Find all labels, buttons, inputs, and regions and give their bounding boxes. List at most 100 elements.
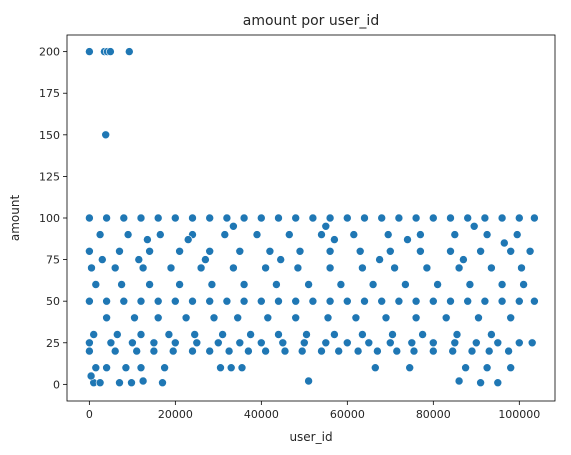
data-point [299,338,309,348]
data-point [368,280,378,289]
data-point [192,338,202,348]
data-point [446,213,455,223]
data-point [422,263,432,273]
data-point [493,378,503,388]
data-point [506,313,516,323]
data-point [125,47,134,56]
y-tick-label: 0 [53,378,60,391]
data-point [222,296,232,306]
data-point [416,230,425,239]
data-point [385,247,395,256]
data-point [358,263,367,273]
chart-title: amount por user_id [243,13,379,29]
x-tick-label: 40000 [244,408,279,421]
data-point [123,230,133,239]
data-point [471,338,481,348]
data-point [293,263,303,273]
data-point [175,247,184,256]
data-point [263,313,273,323]
data-point [351,313,361,323]
data-point [235,338,245,348]
data-point [482,363,492,373]
data-point [317,230,326,239]
data-point [506,363,516,373]
data-point [392,346,402,356]
data-point [102,363,111,373]
data-point [214,338,223,348]
data-point [360,296,369,306]
data-point [342,296,352,306]
data-point [527,338,537,348]
data-point [308,213,318,223]
data-point [188,296,197,306]
data-point [428,296,438,306]
data-point [330,235,339,244]
data-point [87,263,96,273]
data-point [127,378,136,388]
data-point [136,363,146,373]
data-point [394,213,404,223]
data-point [86,371,96,381]
data-point [102,313,111,323]
data-point [295,247,305,256]
data-point [519,280,528,289]
data-point [336,280,346,289]
data-point [274,330,283,339]
data-point [401,280,410,289]
data-point [349,230,359,239]
data-point [239,213,249,223]
data-point [115,247,124,256]
data-point [454,263,464,273]
data-point [514,213,524,223]
data-point [168,346,178,356]
data-point [98,255,107,264]
data-point [446,247,455,256]
data-point [229,222,238,231]
data-point [355,247,365,256]
data-point [138,376,148,386]
data-point [381,313,391,323]
data-point [149,338,159,348]
data-point [85,47,94,56]
y-tick-label: 150 [39,129,60,142]
x-tick-label: 20000 [158,408,193,421]
data-point [506,247,516,256]
data-point [85,296,94,306]
data-point [334,346,344,356]
data-point [482,230,492,239]
data-point [480,296,490,306]
data-point [145,280,154,289]
data-point [388,330,397,339]
data-point [205,247,214,256]
data-point [209,313,219,323]
data-point [132,346,141,356]
data-point [323,313,333,323]
data-point [317,346,326,356]
data-point [164,330,174,339]
data-point [205,346,214,356]
data-point [304,376,313,386]
y-tick-label: 175 [39,87,60,100]
data-point [113,330,122,339]
data-point [224,346,234,356]
x-axis-label: user_id [289,430,332,444]
data-point [95,378,105,388]
data-point [153,313,163,323]
data-point [188,346,197,356]
data-point [297,346,307,356]
data-point [497,296,507,306]
data-point [291,296,301,306]
data-point [484,346,494,356]
data-point [136,296,146,306]
data-point [276,255,286,264]
data-point [256,338,266,348]
data-point [233,313,242,323]
y-tick-label: 200 [39,46,60,59]
data-point [91,280,101,289]
data-point [476,378,485,388]
data-point [110,263,120,273]
data-point [85,247,94,256]
y-axis-label: amount [8,195,22,242]
data-point [497,213,507,223]
